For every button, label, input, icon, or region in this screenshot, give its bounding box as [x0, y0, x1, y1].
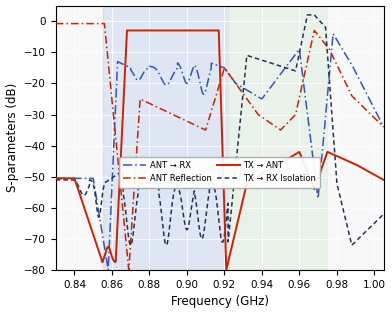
TX → RX Isolation [53, 178, 58, 182]
TX → RX Isolation [193, 198, 198, 202]
Bar [228, 6, 327, 270]
TX → RX Isolation [381, 212, 386, 216]
ANT → RX [331, 32, 336, 35]
Line: ANT → RX: ANT → RX [56, 34, 384, 270]
TX → ANT [110, 257, 115, 260]
TX → RX Isolation [375, 218, 380, 222]
TX → ANT [224, 268, 229, 272]
TX → ANT [125, 29, 129, 32]
TX → RX Isolation [164, 243, 169, 247]
TX → RX Isolation [340, 203, 345, 207]
TX → ANT [179, 29, 184, 32]
ANT Reflection [110, 104, 115, 108]
Bar [103, 6, 228, 270]
ANT → RX [381, 125, 386, 129]
TX → ANT [91, 232, 96, 236]
TX → RX Isolation [91, 182, 96, 186]
ANT Reflection [126, 268, 131, 272]
ANT → RX [53, 176, 58, 180]
Line: TX → ANT: TX → ANT [56, 30, 384, 270]
ANT Reflection [375, 119, 379, 123]
ANT → RX [340, 47, 345, 51]
ANT Reflection [53, 22, 58, 25]
Y-axis label: S-parameters (dB): S-parameters (dB) [5, 83, 18, 192]
ANT Reflection [381, 125, 386, 129]
ANT → RX [110, 168, 115, 172]
ANT Reflection [193, 123, 198, 127]
TX → RX Isolation [179, 200, 184, 204]
Line: TX → RX Isolation: TX → RX Isolation [56, 15, 384, 245]
ANT → RX [106, 268, 111, 272]
ANT Reflection [339, 73, 344, 77]
TX → ANT [340, 156, 345, 160]
Line: ANT Reflection: ANT Reflection [56, 24, 384, 270]
ANT Reflection [91, 22, 96, 25]
TX → ANT [381, 178, 386, 182]
TX → RX Isolation [305, 13, 310, 17]
ANT → RX [179, 69, 184, 73]
TX → ANT [375, 175, 380, 178]
X-axis label: Frequency (GHz): Frequency (GHz) [171, 295, 269, 308]
ANT Reflection [179, 117, 184, 121]
TX → RX Isolation [110, 176, 115, 180]
TX → ANT [193, 29, 198, 32]
TX → ANT [53, 176, 58, 180]
ANT → RX [193, 65, 198, 69]
ANT → RX [375, 113, 380, 117]
Legend: ANT → RX, ANT Reflection, TX → ANT, TX → RX Isolation: ANT → RX, ANT Reflection, TX → ANT, TX →… [119, 157, 320, 187]
ANT → RX [91, 176, 96, 180]
